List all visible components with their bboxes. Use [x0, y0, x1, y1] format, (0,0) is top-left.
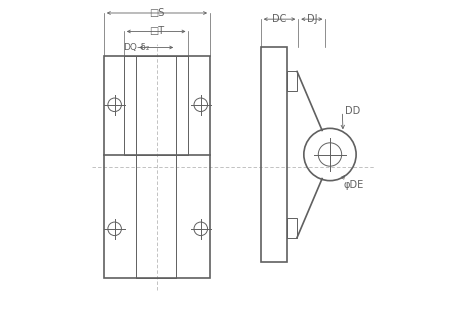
- Bar: [286, 218, 297, 238]
- Bar: [260, 47, 286, 262]
- Bar: [123, 56, 188, 154]
- Text: □S: □S: [149, 8, 164, 18]
- Bar: [286, 71, 297, 91]
- Text: φDE: φDE: [343, 180, 363, 190]
- Text: DC: DC: [271, 14, 286, 24]
- Text: DD: DD: [345, 106, 360, 116]
- Bar: [136, 56, 176, 277]
- Bar: [104, 56, 210, 277]
- Text: DQ-δ₂: DQ-δ₂: [123, 43, 150, 52]
- Text: DJ: DJ: [306, 14, 316, 24]
- Text: □T: □T: [149, 27, 164, 36]
